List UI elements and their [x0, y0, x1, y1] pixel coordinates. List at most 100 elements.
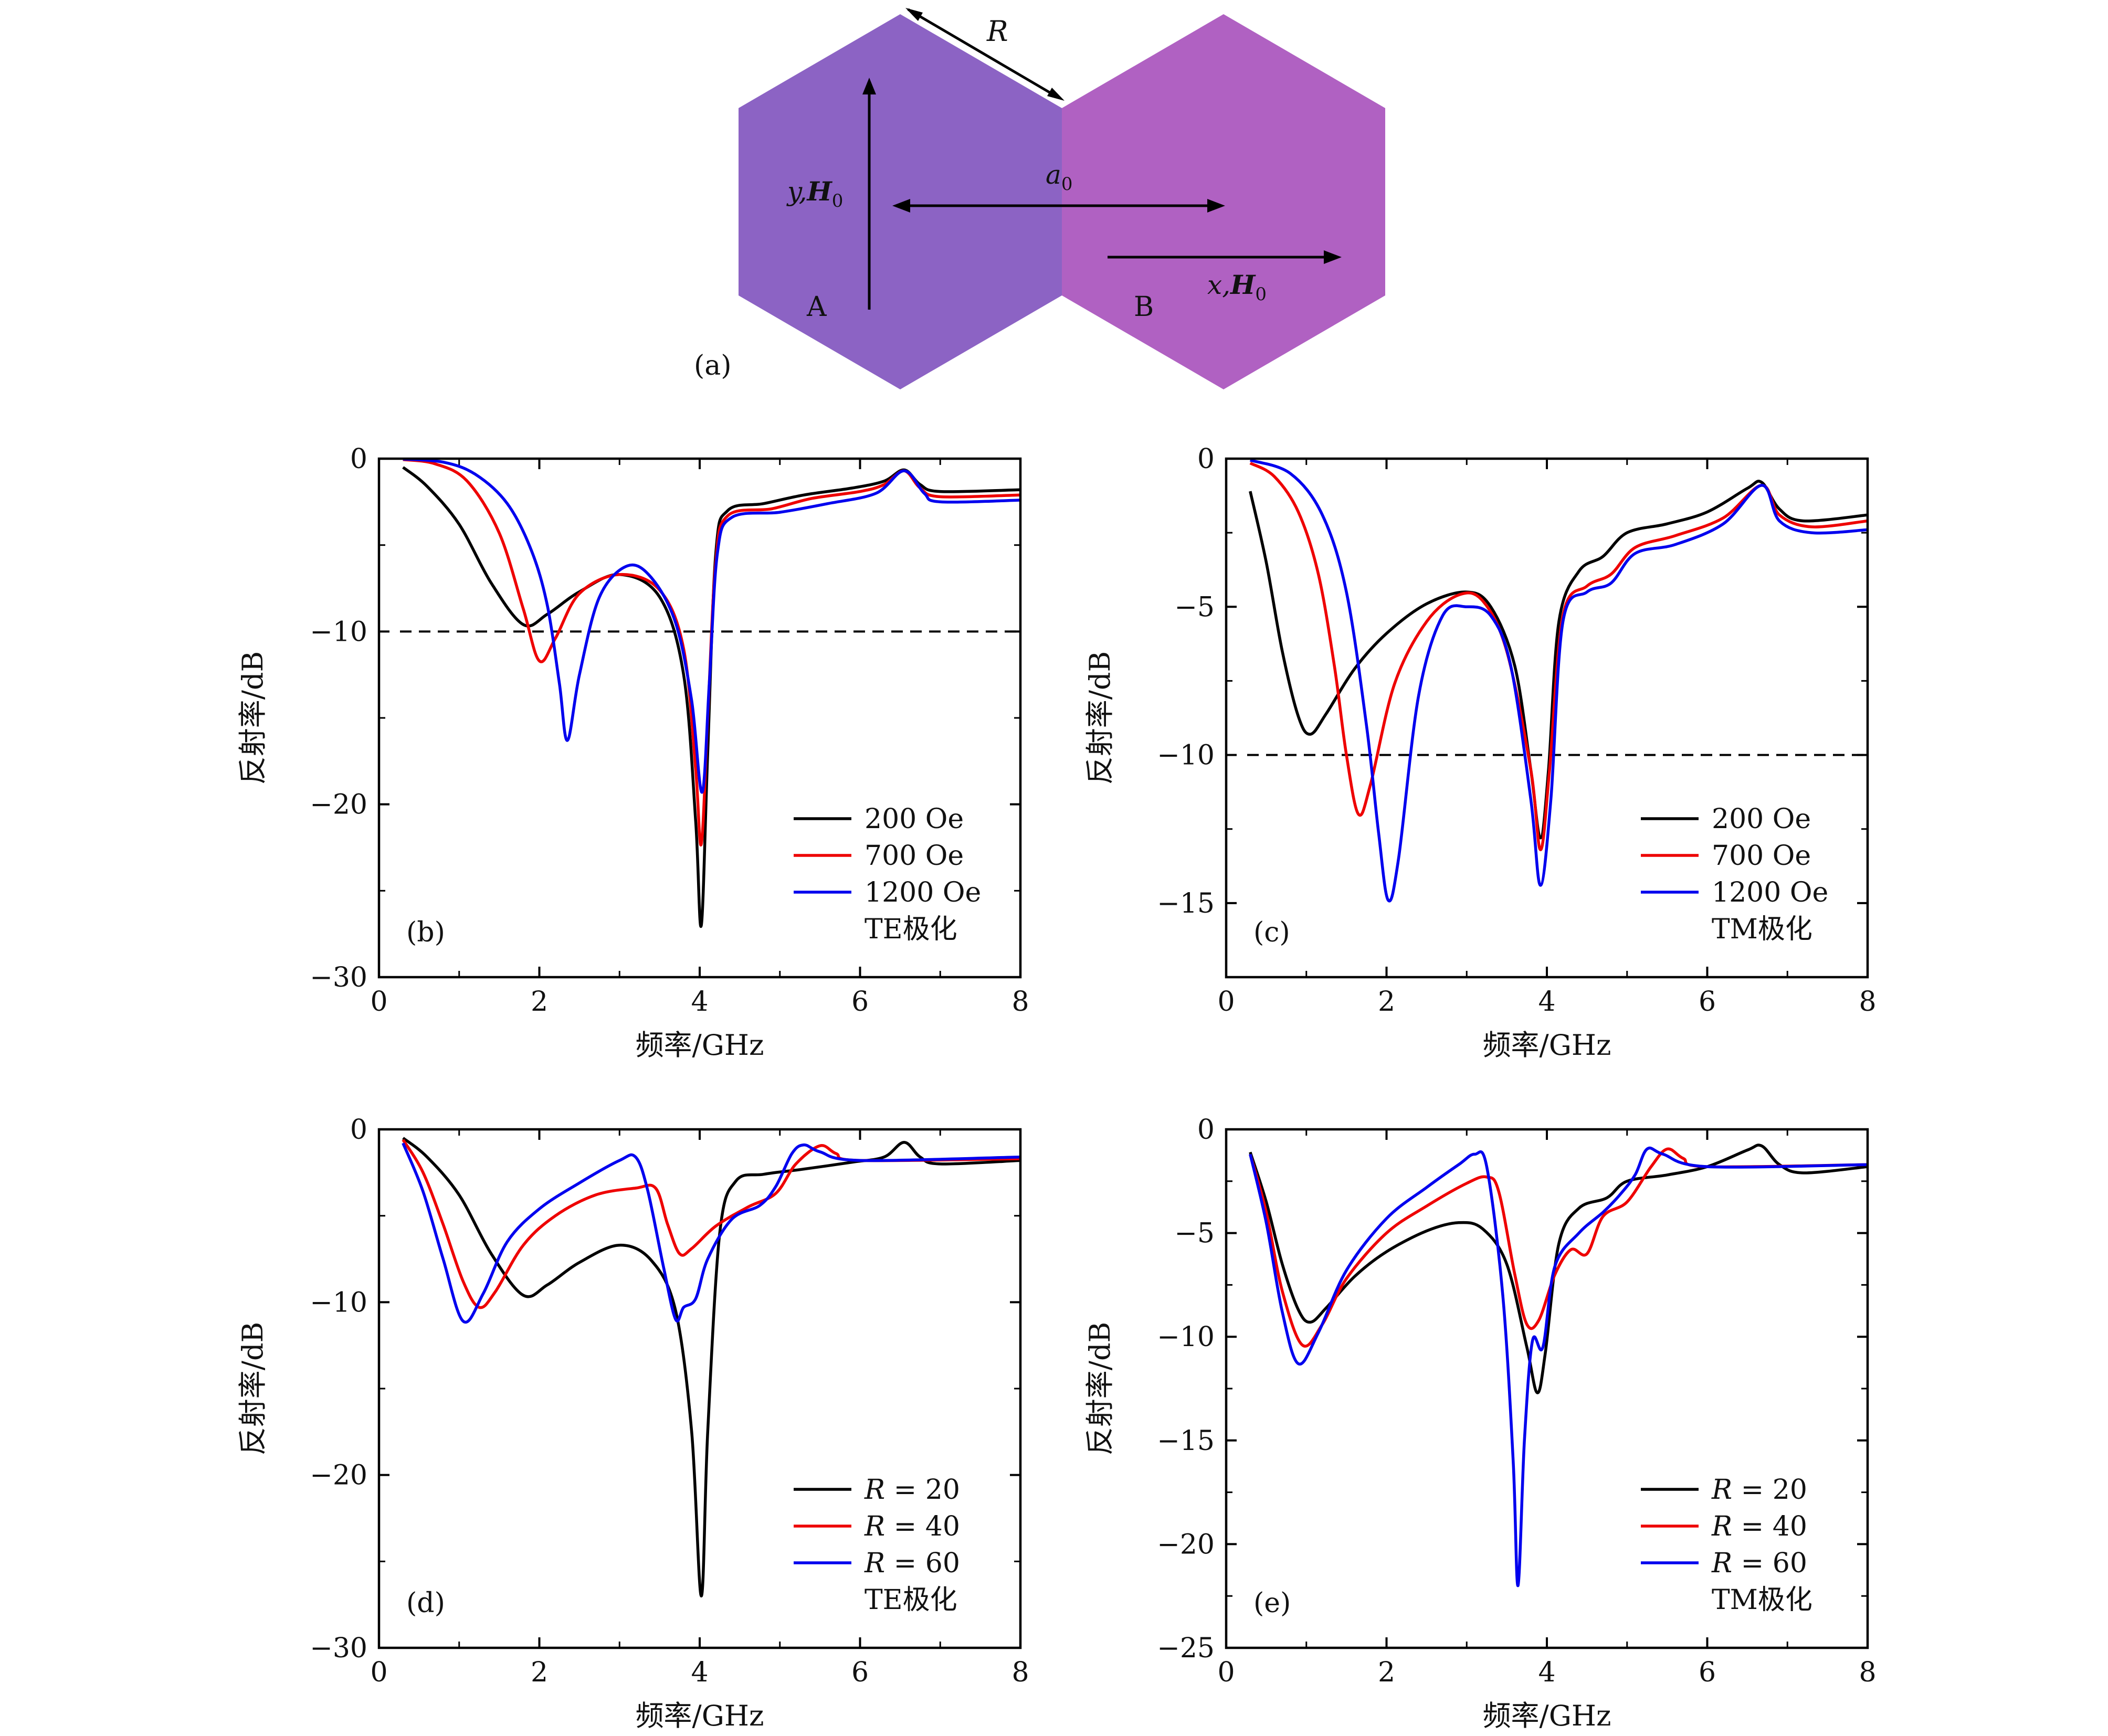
legend-label: 200 Oe — [865, 803, 964, 835]
x-tick-label: 2 — [1378, 1657, 1395, 1688]
plot-frame — [1225, 457, 1869, 979]
chart-c: 0 2 4 6 8 0 −5 −10 −15 200 Oe 700 Oe 1200 Oe TM极化 (c)… — [1083, 443, 1877, 1062]
polarization-label: TE极化 — [865, 914, 957, 945]
y-axis-title: 反射率/dB — [1083, 1322, 1116, 1455]
legend-label: 200 Oe — [1712, 803, 1811, 835]
hexagon-A — [739, 14, 1062, 389]
x-tick-label: 4 — [1538, 1657, 1555, 1688]
x-tick-label: 8 — [1011, 986, 1029, 1018]
legend-label: R = 40 — [1711, 1511, 1807, 1542]
y-tick-label: 0 — [1197, 443, 1215, 475]
x-tick-label: 0 — [370, 1657, 387, 1688]
legend-label: 700 Oe — [1712, 840, 1811, 872]
y-tick-label: −20 — [310, 789, 367, 821]
series-line-1 — [1249, 1144, 1868, 1394]
x-tick-label: 8 — [1011, 1657, 1029, 1688]
plot-frame — [1225, 1128, 1869, 1649]
y-tick-label: −15 — [1157, 888, 1215, 919]
x-axis-title: 频率/GHz — [636, 1699, 764, 1732]
plot-frame — [377, 457, 1022, 979]
y-H0-label: y,H0 — [786, 176, 843, 211]
y-tick-label: −15 — [1157, 1425, 1215, 1457]
y-tick-label: −10 — [310, 1287, 367, 1318]
hexagon-A-label: A — [806, 291, 827, 323]
legend-label: R = 40 — [864, 1511, 960, 1542]
x-tick-label: 0 — [370, 986, 387, 1018]
y-tick-label: 0 — [350, 443, 367, 475]
a0-label: a0 — [1046, 160, 1072, 195]
polarization-label: TM极化 — [1712, 1584, 1812, 1616]
legend-label: R = 20 — [864, 1474, 960, 1506]
y-tick-label: −20 — [310, 1460, 367, 1491]
x-tick-label: 2 — [531, 986, 548, 1018]
a0-arrow-head-right — [1207, 199, 1225, 213]
series-line-2 — [402, 1139, 1020, 1309]
y-tick-label: −5 — [1174, 591, 1215, 623]
R-label: R — [986, 15, 1008, 48]
R-arrow-line — [907, 8, 1055, 97]
R-arrow-head-end — [1047, 88, 1064, 101]
x-tick-label: 8 — [1859, 986, 1876, 1018]
chart-e: 0 2 4 6 8 0 −5 −10 −15 −20 −25 R = 20 R = 40 R = 60 TM… — [1083, 1114, 1877, 1732]
x-tick-label: 8 — [1859, 1657, 1876, 1688]
a0-arrow-head-left — [892, 199, 910, 213]
y-tick-label: −25 — [1157, 1633, 1215, 1664]
hexagon-diagram: R y,H0 a0 x,H0 A B (a) — [694, 8, 1385, 389]
panel-label: (d) — [406, 1587, 445, 1619]
x-tick-label: 4 — [691, 1657, 708, 1688]
chart-b: 0 2 4 6 8 0 −10 −20 −30 200 Oe 700 Oe 1200 Oe TE极化 (b… — [236, 443, 1029, 1062]
panel-a-label: (a) — [694, 350, 732, 382]
legend-label: 700 Oe — [865, 840, 964, 872]
x-tick-label: 0 — [1217, 1657, 1235, 1688]
x-tick-label: 4 — [1538, 986, 1555, 1018]
R-arrow-head-start — [905, 8, 923, 21]
x-H0-label: x,H0 — [1207, 269, 1267, 305]
series-line-3 — [1249, 1146, 1868, 1587]
chart-d: 0 2 4 6 8 0 −10 −20 −30 R = 20 R = 40 R = 60 TE极化 (d)… — [236, 1114, 1029, 1732]
x-tick-label: 2 — [1378, 986, 1395, 1018]
plot-frame — [377, 1128, 1022, 1649]
legend-label: R = 60 — [1711, 1548, 1807, 1579]
series-line-1 — [402, 1137, 1020, 1597]
y-axis-title: 反射率/dB — [236, 1322, 269, 1455]
y-tick-label: −10 — [1157, 740, 1215, 771]
x-tick-label: 6 — [851, 1657, 869, 1688]
y-tick-label: −30 — [310, 1633, 367, 1664]
legend-label: 1200 Oe — [1712, 877, 1828, 908]
x-axis-title: 频率/GHz — [1483, 1029, 1611, 1062]
x-tick-label: 2 — [531, 1657, 548, 1688]
x-tick-label: 4 — [691, 986, 708, 1018]
legend-label: R = 60 — [864, 1548, 960, 1579]
x-tick-label: 6 — [1699, 986, 1716, 1018]
y-tick-label: 0 — [1197, 1114, 1215, 1146]
legend-label: R = 20 — [1711, 1474, 1807, 1506]
y-tick-label: −30 — [310, 962, 367, 993]
hexagon-B-label: B — [1134, 291, 1154, 323]
y-tick-label: −10 — [310, 616, 367, 648]
y-tick-label: 0 — [350, 1114, 367, 1146]
series-line-3 — [403, 459, 1020, 794]
x-axis-title: 频率/GHz — [1483, 1699, 1611, 1732]
panel-label: (b) — [406, 917, 445, 948]
panel-label: (c) — [1253, 917, 1290, 948]
series-line-3 — [1249, 459, 1868, 903]
y-axis-title: 反射率/dB — [236, 651, 269, 785]
x-tick-label: 0 — [1217, 986, 1235, 1018]
x-tick-label: 6 — [1699, 1657, 1716, 1688]
x-tick-label: 6 — [851, 986, 869, 1018]
series-line-1 — [402, 466, 1020, 928]
y-arrow-head — [862, 78, 876, 94]
hexagon-B — [1062, 14, 1385, 389]
panel-label: (e) — [1253, 1587, 1291, 1619]
polarization-label: TE极化 — [865, 1584, 957, 1616]
legend-label: 1200 Oe — [865, 877, 981, 908]
y-axis-title: 反射率/dB — [1083, 651, 1116, 785]
y-tick-label: −10 — [1157, 1321, 1215, 1353]
series-line-2 — [403, 459, 1020, 847]
x-arrow-head — [1324, 250, 1342, 264]
polarization-label: TM极化 — [1712, 914, 1812, 945]
y-tick-label: −5 — [1174, 1218, 1215, 1250]
series-line-3 — [402, 1142, 1020, 1324]
x-axis-title: 频率/GHz — [636, 1029, 764, 1062]
